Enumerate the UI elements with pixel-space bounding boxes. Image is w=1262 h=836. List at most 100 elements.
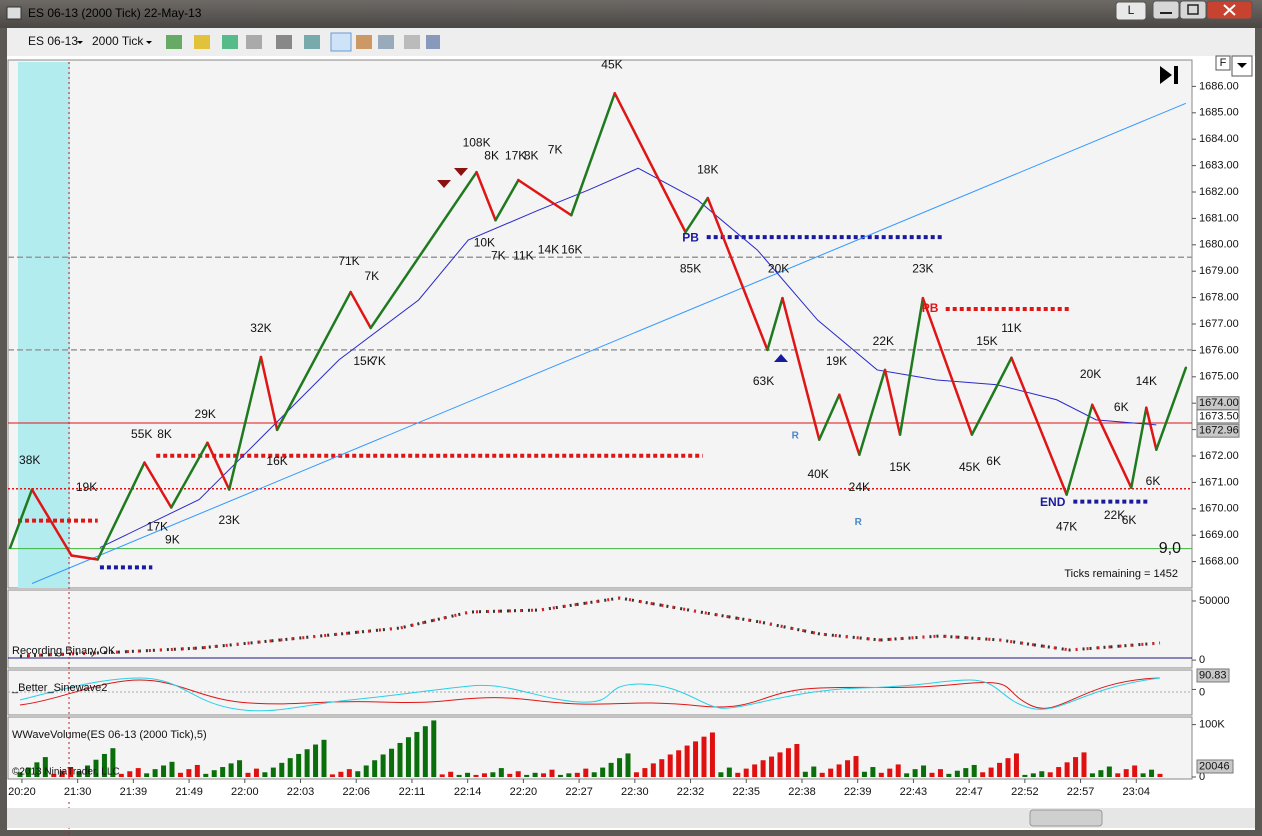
wave-volume-label: 14K xyxy=(1136,374,1157,388)
zigzag-segment xyxy=(921,296,974,436)
icon-indicators[interactable] xyxy=(356,35,372,49)
volume-bar xyxy=(1039,771,1045,777)
zigzag-segment xyxy=(1130,406,1148,489)
icon-properties[interactable] xyxy=(404,35,420,49)
x-tick-label: 21:49 xyxy=(175,786,203,798)
zigzag-segment xyxy=(30,488,73,557)
zigzag-segment xyxy=(838,393,861,456)
chart-layer: 1668.00 1669.00 1670.00 1671.00 1672.00 1673.… xyxy=(8,58,1240,798)
volume-bar xyxy=(997,762,1003,777)
volume-bar xyxy=(144,773,150,777)
zigzag-segment xyxy=(517,178,573,217)
instrument-selector[interactable]: ES 06-13 xyxy=(28,34,78,48)
y-tick-label: 1675.00 xyxy=(1199,371,1239,383)
icon-find[interactable] xyxy=(304,35,320,49)
maximize-button[interactable] xyxy=(1179,0,1207,20)
price-marker-label: 1672.96 xyxy=(1199,425,1239,437)
volume-bar xyxy=(456,774,462,777)
value-marker-label: 20046 xyxy=(1199,760,1230,772)
sinewave xyxy=(19,677,1161,712)
volume-bar xyxy=(186,769,192,777)
volume-bar xyxy=(296,753,302,777)
volume-bar xyxy=(583,768,589,777)
icon-data-series[interactable] xyxy=(330,32,352,52)
zigzag-segment xyxy=(143,461,173,509)
scroll-end-icon[interactable] xyxy=(1160,66,1178,84)
minimize-button[interactable] xyxy=(1152,0,1180,20)
wave-volume-label: 32K xyxy=(250,321,271,335)
volume-bar xyxy=(566,773,572,777)
icon-strategies[interactable] xyxy=(378,35,394,49)
wave-volume-label: 85K xyxy=(680,261,701,275)
layout-button[interactable] xyxy=(1115,1,1147,21)
volume-bar xyxy=(574,772,580,777)
x-tick-label: 22:27 xyxy=(565,786,593,798)
volume-bar xyxy=(836,764,842,777)
maximize-icon xyxy=(1187,4,1199,15)
f-button[interactable] xyxy=(1215,55,1231,71)
zigzag-segment xyxy=(766,296,784,352)
x-tick-label: 22:43 xyxy=(900,786,928,798)
window-title: ES 06-13 (2000 Tick) 22-May-13 xyxy=(28,6,202,20)
zigzag-segment xyxy=(781,296,821,441)
scrollbar-thumb[interactable] xyxy=(1029,809,1103,827)
wave-volume-label: 8K xyxy=(524,149,539,163)
zigzag-segment xyxy=(570,92,617,217)
volume-bar xyxy=(85,765,91,777)
volume-bar xyxy=(642,768,648,777)
volume-bar xyxy=(473,774,479,777)
icon-zoom-out[interactable] xyxy=(246,35,262,49)
zigzag-segment xyxy=(170,441,209,509)
y-tick-label: 1678.00 xyxy=(1199,292,1239,304)
annotation: PB xyxy=(922,301,939,315)
volume-bar xyxy=(405,737,411,777)
volume-bar xyxy=(414,731,420,777)
volume-bar xyxy=(760,760,766,777)
zigzag-segment xyxy=(970,356,1013,436)
icon-bars[interactable] xyxy=(166,35,182,49)
volume-bar xyxy=(904,773,910,777)
zigzag-segment xyxy=(1145,406,1158,451)
volume-bar xyxy=(93,759,99,777)
period-selector[interactable]: 2000 Tick xyxy=(92,34,144,48)
f-button-label[interactable]: F xyxy=(1220,57,1227,69)
icon-chart-trader[interactable] xyxy=(426,35,440,49)
annotation: END xyxy=(1040,495,1066,509)
icon-draw[interactable] xyxy=(194,35,210,49)
y-tick-label: 1685.00 xyxy=(1199,107,1239,119)
y-tick-label: 1676.00 xyxy=(1199,344,1239,356)
app-icon xyxy=(6,6,22,20)
sinewave-lead xyxy=(19,677,1161,709)
volume-bar xyxy=(549,769,555,777)
layout-button-label[interactable]: L xyxy=(1128,3,1135,17)
wave-volume-label: 7K xyxy=(548,142,563,156)
volume-bar xyxy=(481,773,487,777)
volume-bar xyxy=(1047,772,1053,777)
icon-pointer[interactable] xyxy=(276,35,292,49)
scrollbar[interactable] xyxy=(7,808,1255,828)
x-tick-label: 22:11 xyxy=(399,786,426,798)
volume-bar xyxy=(709,732,715,777)
volume-bar xyxy=(498,768,504,777)
buy-marker xyxy=(774,354,788,362)
wave-volume-label: 15K xyxy=(976,334,997,348)
wave-volume-label: 6K xyxy=(1146,474,1161,488)
wave-volume-label: 38K xyxy=(19,453,40,467)
volume-bar xyxy=(177,772,183,777)
zigzag-segment xyxy=(494,178,520,222)
volume-bar xyxy=(1064,762,1070,777)
y-tick-label: 1668.00 xyxy=(1199,556,1239,568)
wave-volume-label: 24K xyxy=(849,480,870,494)
volume-bar xyxy=(988,767,994,777)
volume-bar xyxy=(1098,770,1104,777)
icon-zoom-in[interactable] xyxy=(222,35,238,49)
price-panel xyxy=(7,59,1193,589)
zigzag-segment xyxy=(369,170,478,330)
volume-bar xyxy=(397,742,403,777)
value-marker xyxy=(1196,759,1234,774)
zigzag-segment xyxy=(1010,356,1068,496)
wave-volume-label: 16K xyxy=(266,454,287,468)
zigzag-segment xyxy=(613,92,687,234)
volume-bar xyxy=(878,772,884,777)
